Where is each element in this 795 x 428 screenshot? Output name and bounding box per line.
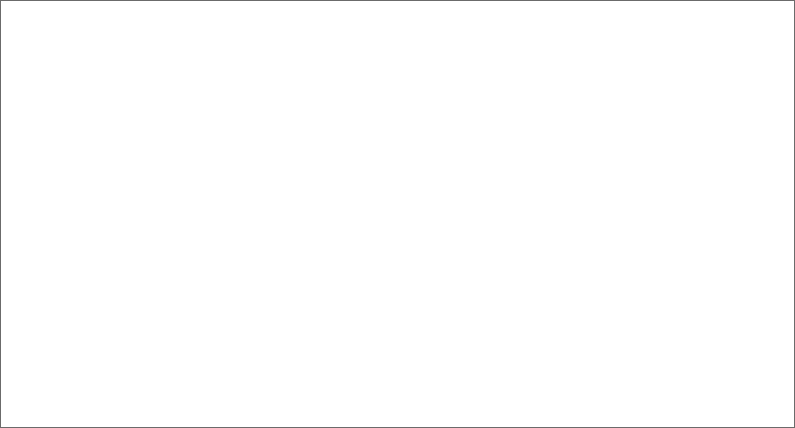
figure-frame <box>0 0 795 428</box>
word-cloud <box>0 0 795 428</box>
